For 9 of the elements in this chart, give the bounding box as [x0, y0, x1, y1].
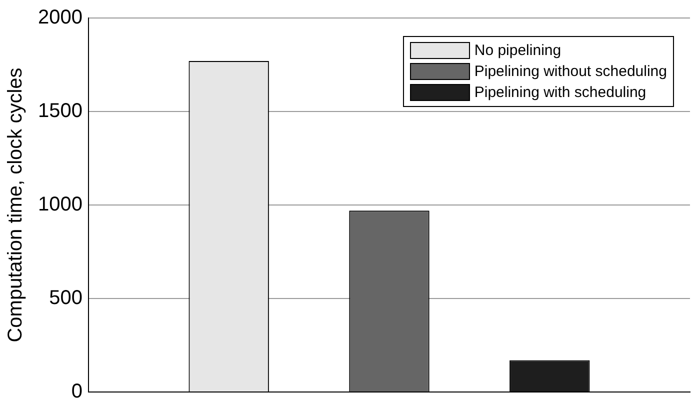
legend-label: No pipelining	[474, 42, 562, 59]
y-tick-label: 1000	[38, 194, 82, 216]
y-tick-label: 0	[71, 380, 82, 403]
y-tick-label: 1500	[38, 100, 82, 122]
y-tick-label: 500	[49, 287, 82, 310]
y-axis-title: Computation time, clock cycles	[4, 68, 27, 342]
y-tick-label: 2000	[38, 6, 82, 29]
legend-label: Pipelining without scheduling	[474, 63, 667, 80]
legend-label: Pipelining with scheduling	[474, 84, 646, 101]
